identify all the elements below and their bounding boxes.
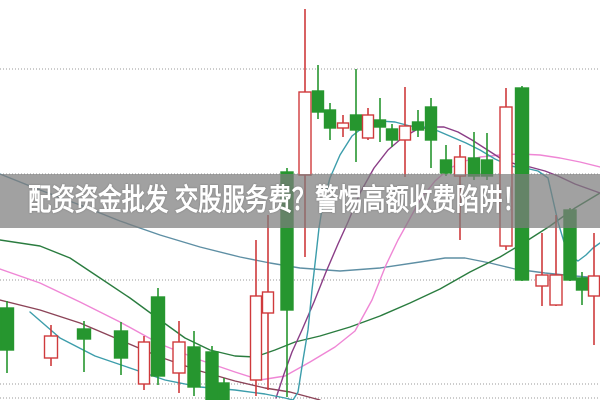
candle-body-down bbox=[311, 90, 325, 113]
candle-body-down bbox=[76, 328, 92, 340]
candle-body-up bbox=[261, 291, 275, 314]
candle-body-down bbox=[113, 330, 129, 359]
candle-body-down bbox=[0, 307, 15, 351]
candle-body-down bbox=[218, 382, 230, 400]
candle-body-up bbox=[587, 275, 600, 297]
candle-body-down bbox=[385, 128, 399, 141]
candle-body-down bbox=[349, 114, 363, 131]
candle-body-up bbox=[398, 125, 412, 141]
candle-body-down bbox=[187, 346, 201, 388]
candle-body-up bbox=[43, 335, 59, 359]
candle-body-up bbox=[137, 341, 151, 385]
headline-banner: 配资资金批发 交股服务费？警惕高额收费陷阱！ bbox=[0, 174, 600, 228]
candle-body-up bbox=[361, 114, 375, 139]
candle-body-down bbox=[323, 109, 337, 129]
candle-body-down bbox=[439, 159, 453, 174]
headline-text: 配资资金批发 交股服务费？警惕高额收费陷阱！ bbox=[28, 184, 526, 217]
candle-body-down bbox=[373, 119, 387, 128]
candle-body-down bbox=[575, 277, 589, 291]
candle-body-up bbox=[549, 274, 563, 306]
candle-body-down bbox=[411, 121, 425, 131]
candle-body-down bbox=[205, 351, 219, 400]
candle-body-up bbox=[535, 274, 549, 287]
candle-body-up bbox=[249, 295, 263, 381]
candle-body-down bbox=[424, 106, 438, 141]
candle-body-up bbox=[336, 122, 350, 129]
ma-line-ma-purple bbox=[275, 126, 600, 399]
candle-body-down bbox=[150, 296, 166, 377]
candle-body-up bbox=[172, 341, 186, 374]
ma-line-ma-green bbox=[0, 192, 600, 358]
candle-body-up bbox=[298, 91, 312, 176]
